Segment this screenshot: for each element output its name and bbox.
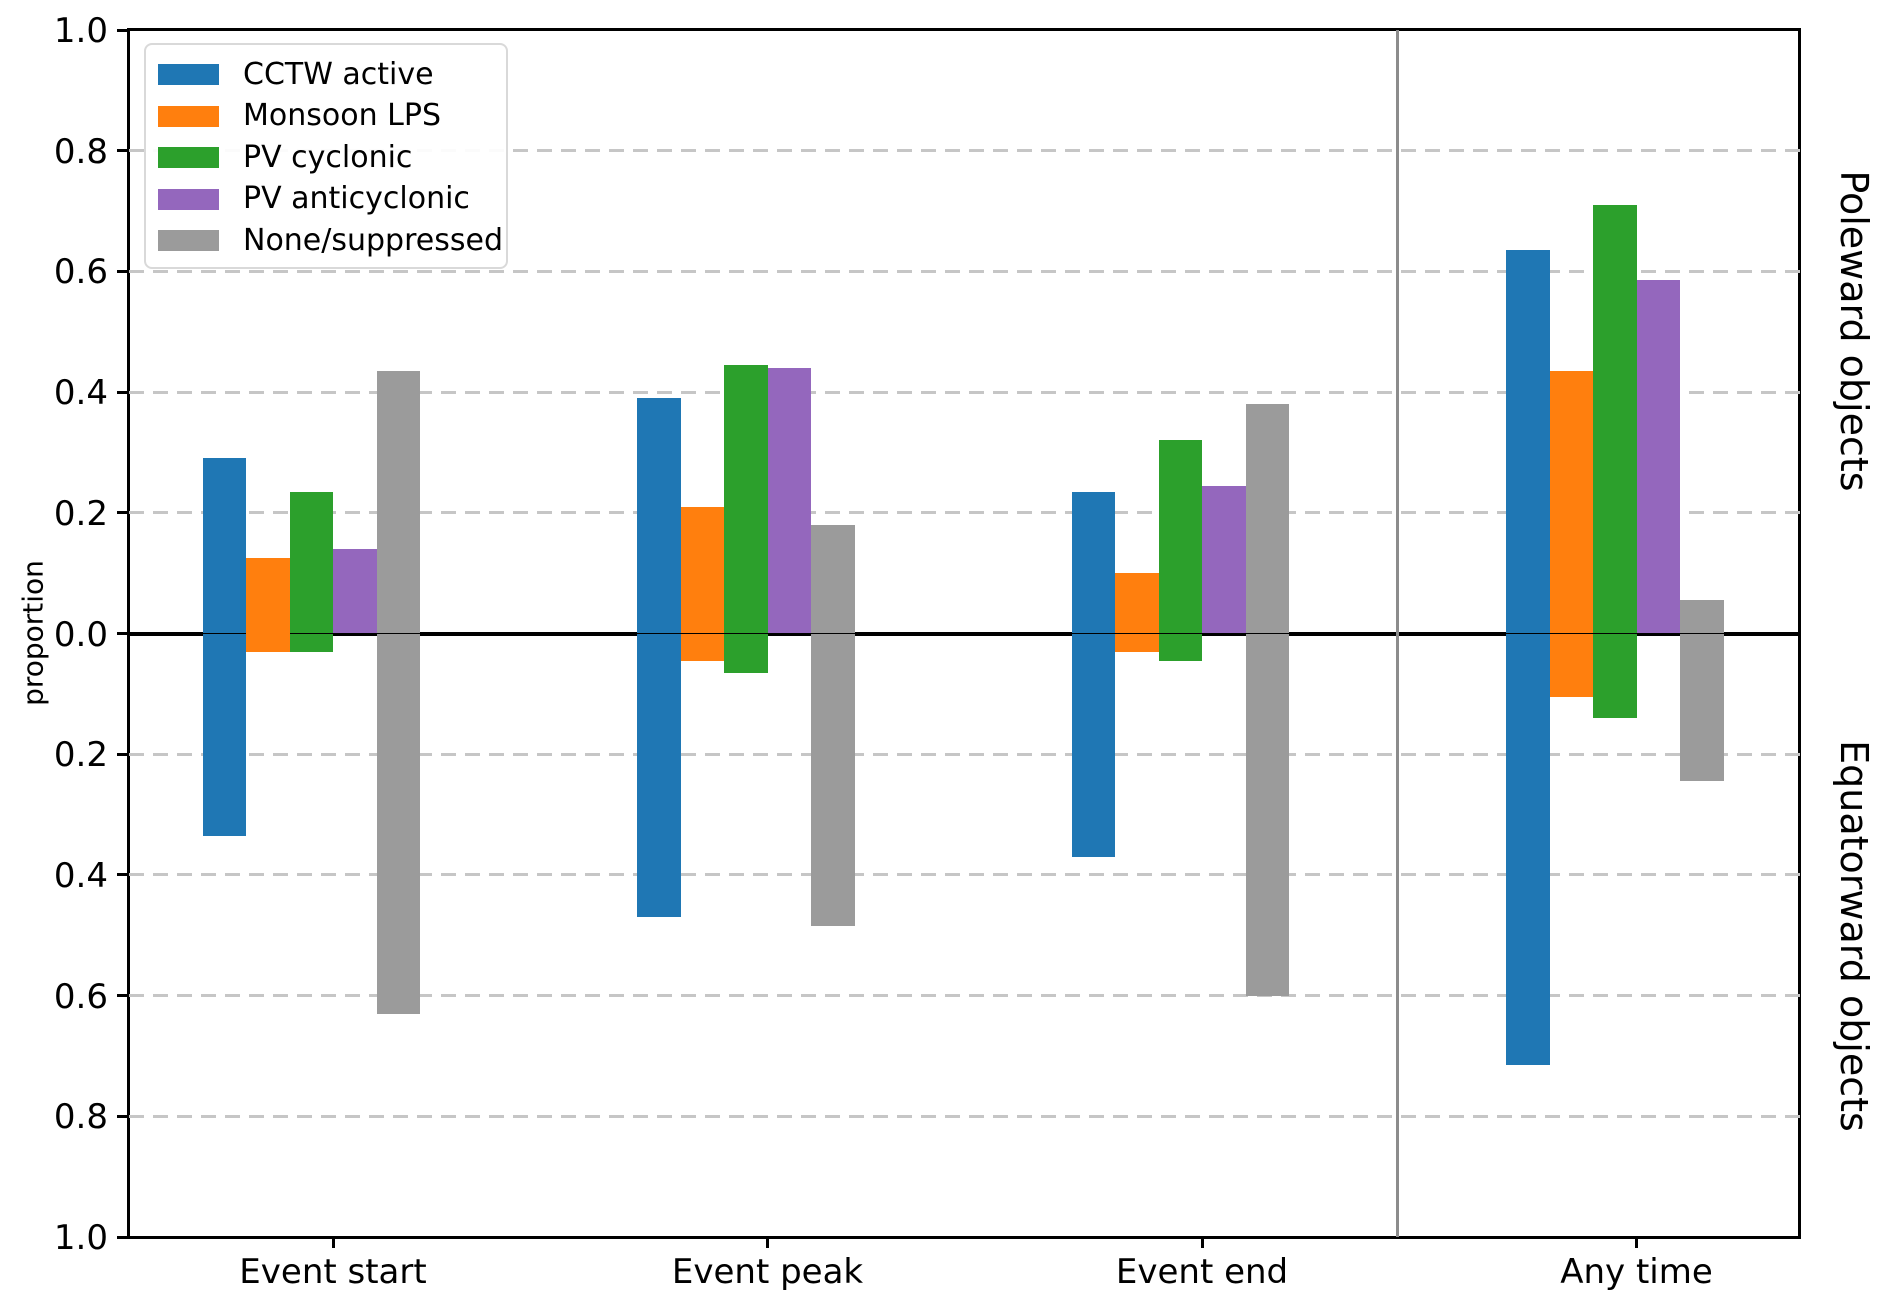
legend-item: None/suppressed	[146, 220, 506, 262]
bar-pv-cyclonic-poleward	[1158, 440, 1202, 634]
legend-item: CCTW active	[146, 54, 506, 96]
gridline	[129, 149, 1800, 153]
bar-cctw-active-equatorward	[202, 633, 246, 836]
legend-label: Monsoon LPS	[243, 98, 441, 134]
y-tick-mark	[117, 1114, 129, 1118]
gridline	[129, 873, 1800, 877]
y-tick-label: 1.0	[53, 1218, 108, 1258]
x-tick-mark	[766, 1237, 769, 1248]
legend-item: PV anticyclonic	[146, 179, 506, 221]
bar-monsoon-lps-poleward	[1549, 370, 1593, 634]
y-tick-mark	[117, 873, 129, 877]
legend-label: PV cyclonic	[243, 139, 413, 175]
y-tick-label: 0.2	[53, 735, 108, 776]
legend-label: CCTW active	[243, 56, 434, 92]
gridline	[129, 1114, 1800, 1118]
legend-swatch-pv-anticyclonic	[158, 188, 219, 210]
y-tick-label: 0.4	[53, 855, 108, 896]
legend-label: None/suppressed	[243, 222, 503, 258]
panel-separator-line	[1396, 30, 1399, 1237]
y-tick-label: 0.6	[53, 252, 108, 293]
bar-monsoon-lps-equatorward	[246, 633, 290, 652]
bar-pv-anticyclonic-poleward	[1202, 485, 1246, 634]
y-tick-mark	[117, 752, 129, 756]
bar-pv-cyclonic-poleward	[289, 491, 333, 634]
legend-item: Monsoon LPS	[146, 96, 506, 138]
bar-none-suppressed-poleward	[1245, 404, 1289, 634]
legend-label: PV anticyclonic	[243, 181, 470, 217]
bar-pv-cyclonic-poleward	[724, 364, 768, 634]
y-tick-label: 0.2	[53, 493, 108, 534]
bar-cctw-active-poleward	[1506, 250, 1550, 634]
x-tick-mark	[331, 1237, 335, 1248]
gridline	[129, 511, 1800, 515]
bar-none-suppressed-equatorward	[376, 633, 420, 1014]
gridline	[129, 390, 1800, 394]
bar-cctw-active-equatorward	[1071, 633, 1115, 857]
bar-none-suppressed-poleward	[811, 524, 855, 634]
bar-pv-anticyclonic-poleward	[333, 549, 377, 634]
y-tick-mark	[117, 994, 129, 998]
y-tick-label: 0.4	[53, 373, 108, 414]
bar-pv-cyclonic-equatorward	[1593, 633, 1637, 718]
y-tick-label: 1.0	[53, 11, 108, 51]
y-tick-label: 0.8	[53, 131, 108, 172]
y-tick-label: 0.8	[53, 1097, 108, 1138]
bar-none-suppressed-equatorward	[1245, 633, 1289, 996]
y-tick-mark	[117, 1235, 129, 1239]
gridline	[129, 994, 1800, 998]
y-tick-mark	[117, 390, 129, 394]
lower-region-label: Equatorward objects	[1832, 740, 1876, 1132]
y-axis-label: proportion	[16, 560, 50, 706]
y-tick-label: 0.6	[53, 976, 108, 1017]
bar-monsoon-lps-equatorward	[1115, 633, 1159, 652]
zero-line	[129, 631, 1800, 636]
legend-swatch-pv-cyclonic	[158, 147, 219, 169]
bar-monsoon-lps-poleward	[246, 558, 290, 634]
y-tick-mark	[117, 28, 129, 32]
y-tick-mark	[117, 632, 129, 635]
y-tick-label: 0.0	[53, 614, 108, 655]
bar-monsoon-lps-poleward	[1115, 573, 1159, 634]
y-tick-mark	[117, 149, 129, 153]
legend-item: PV cyclonic	[146, 137, 506, 179]
upper-region-label: Poleward objects	[1832, 170, 1876, 492]
x-tick-label: Event peak	[671, 1252, 864, 1292]
y-tick-mark	[117, 269, 129, 273]
legend: CCTW active Monsoon LPS PV cyclonic PV anti…	[144, 43, 508, 269]
bar-pv-cyclonic-equatorward	[1158, 633, 1202, 661]
bar-none-suppressed-poleward	[1680, 600, 1724, 634]
bar-monsoon-lps-equatorward	[680, 633, 724, 661]
bar-pv-cyclonic-equatorward	[289, 633, 333, 652]
bar-none-suppressed-equatorward	[811, 633, 855, 927]
bar-pv-anticyclonic-poleward	[1636, 280, 1680, 634]
bar-cctw-active-poleward	[1071, 491, 1115, 634]
legend-swatch-cctw-active	[158, 64, 219, 86]
bar-none-suppressed-equatorward	[1680, 633, 1724, 782]
x-tick-label: Event start	[239, 1252, 427, 1292]
bar-monsoon-lps-poleward	[680, 506, 724, 634]
x-tick-label: Event end	[1115, 1252, 1289, 1292]
gridline	[129, 752, 1800, 756]
gridline	[129, 269, 1800, 273]
bar-none-suppressed-poleward	[376, 370, 420, 634]
x-tick-mark	[1635, 1237, 1638, 1248]
bar-pv-anticyclonic-poleward	[767, 367, 811, 634]
legend-swatch-monsoon-lps	[158, 105, 219, 127]
bar-cctw-active-poleward	[202, 458, 246, 634]
bar-pv-cyclonic-poleward	[1593, 205, 1637, 634]
x-tick-label: Any time	[1560, 1252, 1713, 1292]
bar-cctw-active-poleward	[637, 398, 681, 634]
bar-cctw-active-equatorward	[637, 633, 681, 918]
x-tick-mark	[1200, 1237, 1204, 1248]
bar-pv-cyclonic-equatorward	[724, 633, 768, 673]
bar-monsoon-lps-equatorward	[1549, 633, 1593, 697]
legend-swatch-none-suppressed	[158, 230, 219, 252]
bar-cctw-active-equatorward	[1506, 633, 1550, 1065]
y-tick-mark	[117, 511, 129, 515]
